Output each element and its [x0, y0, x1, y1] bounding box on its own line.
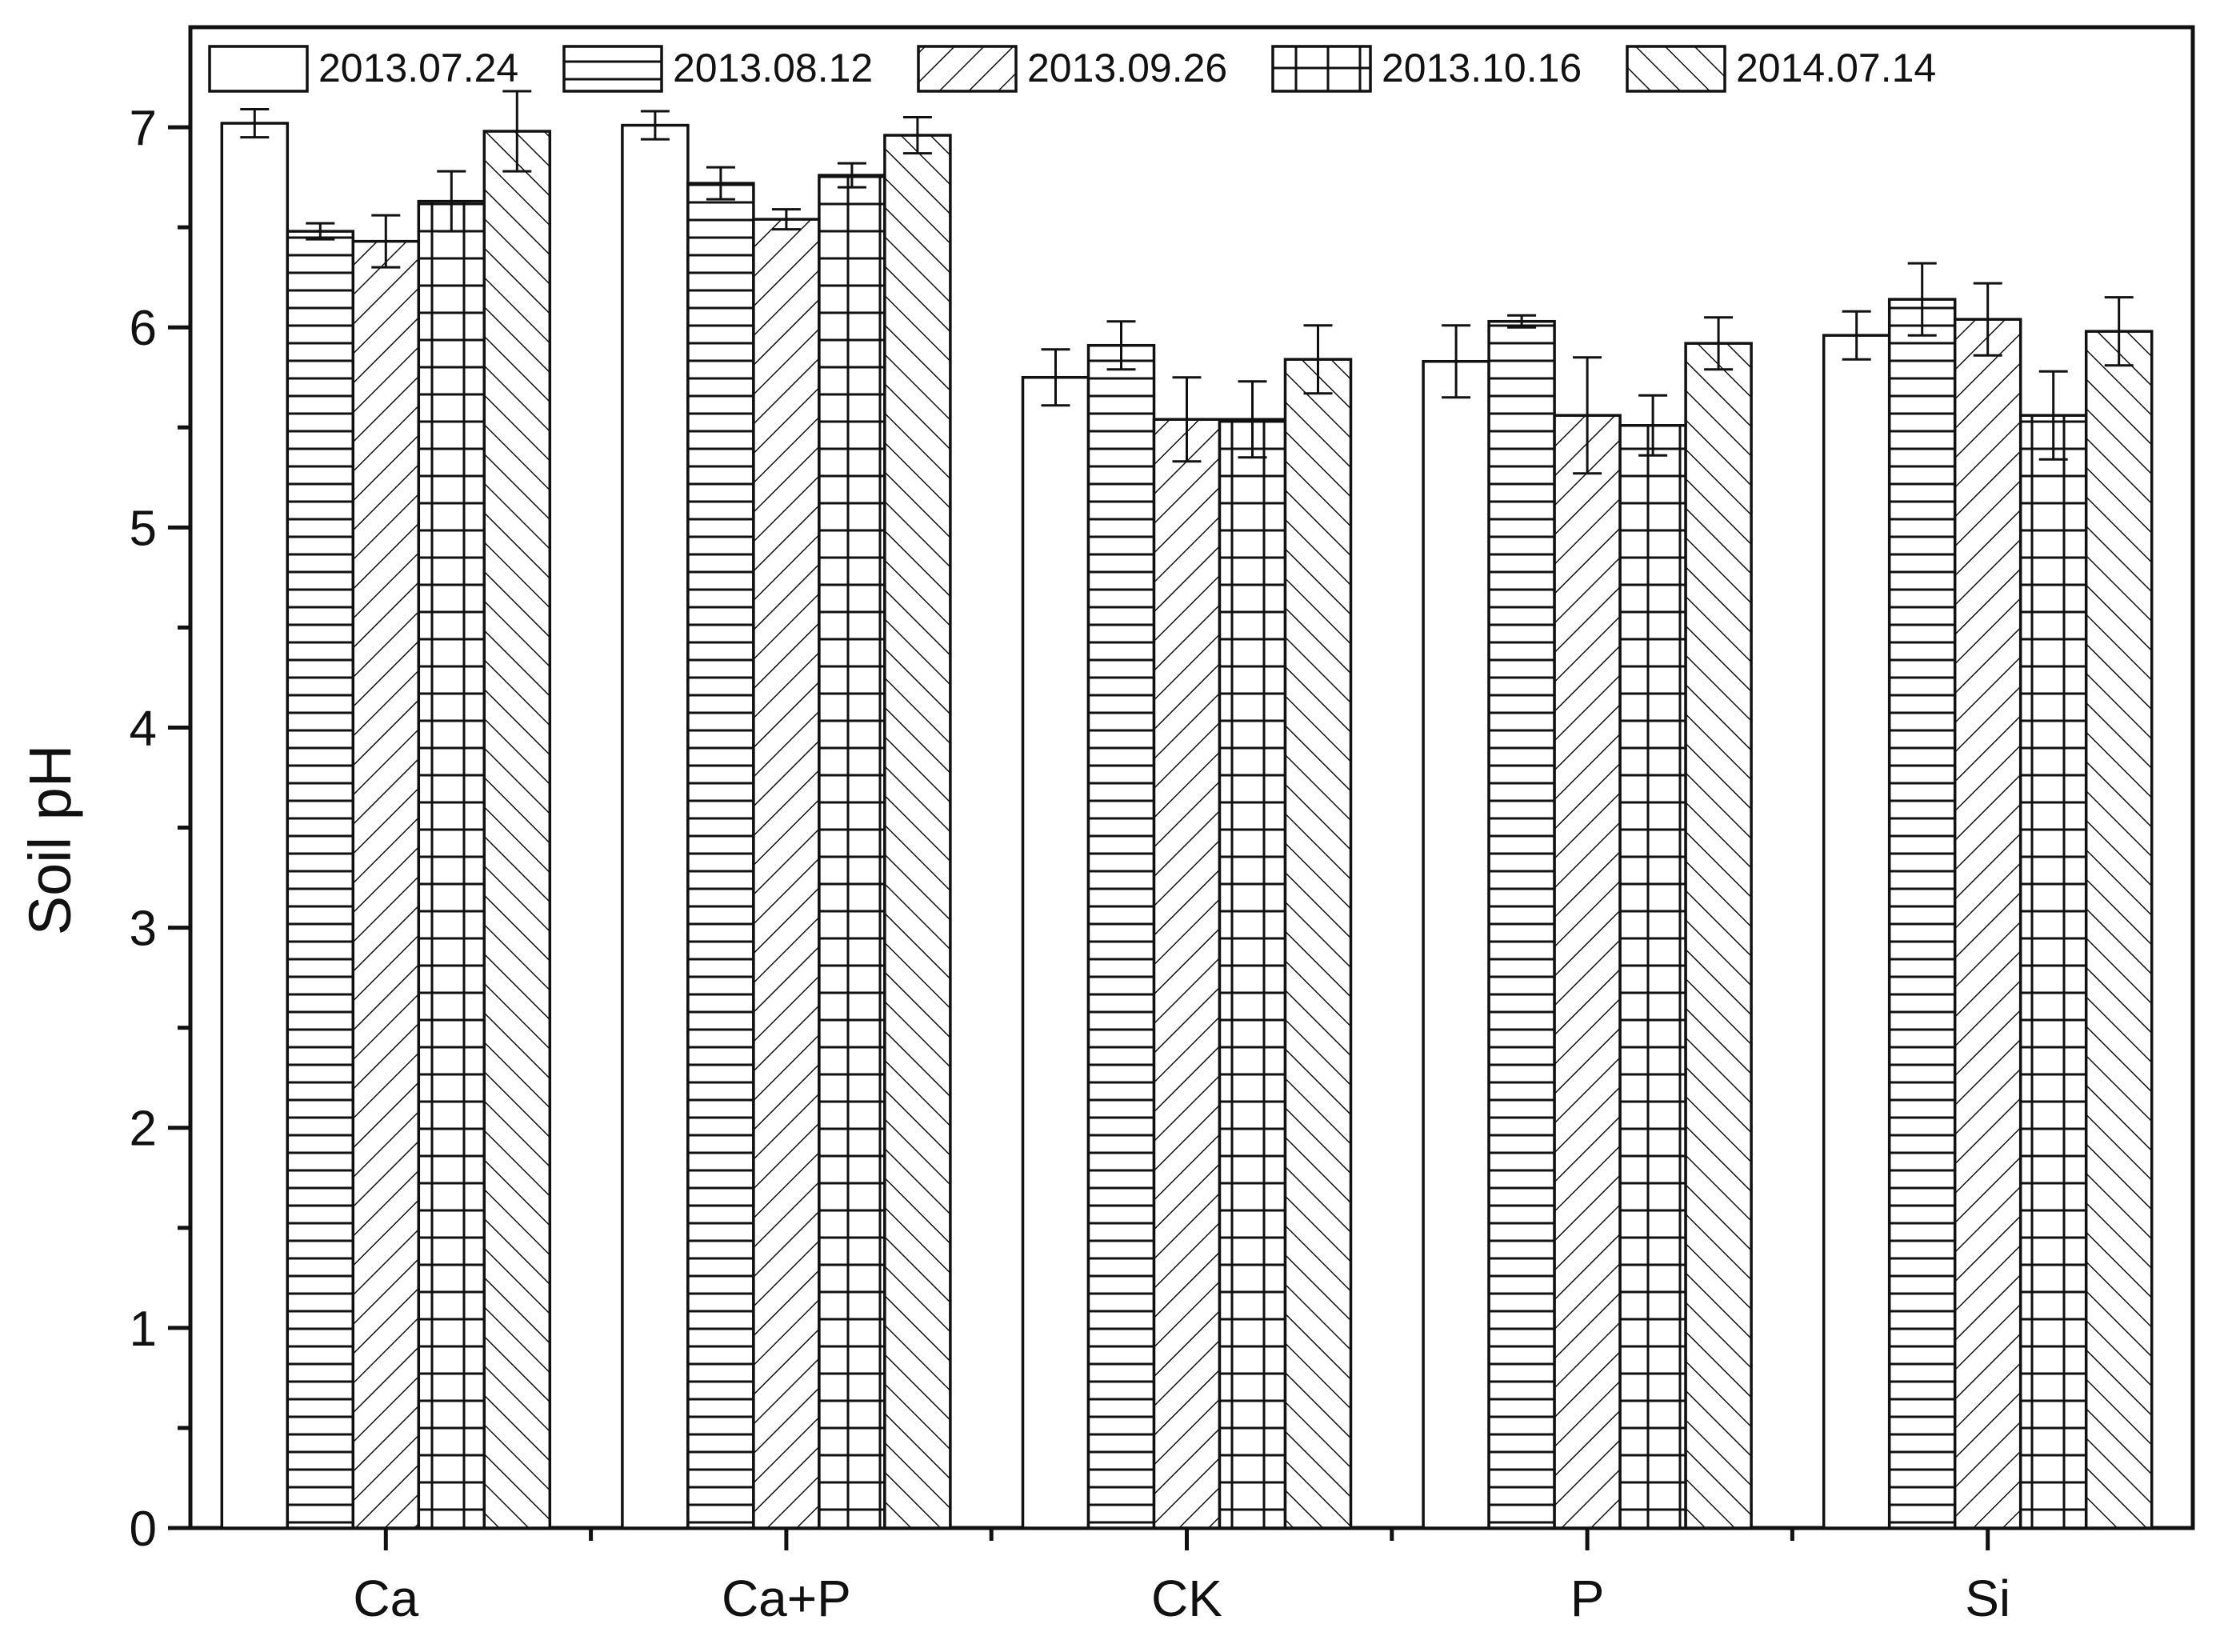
bar [883, 134, 952, 1530]
legend-swatch [562, 45, 663, 93]
legend: 2013.07.24 2013.08.12 2013.09.26 2013.10.16… [208, 45, 1936, 93]
bar [1218, 418, 1287, 1530]
y-tick-label: 7 [130, 101, 157, 156]
bar [417, 199, 486, 1530]
legend-label: 2013.08.12 [673, 46, 873, 90]
legend-label: 2013.07.24 [318, 46, 518, 90]
bar [220, 122, 290, 1530]
x-category-label: P [1570, 1570, 1605, 1627]
bar [1086, 343, 1156, 1530]
bar [1422, 359, 1490, 1530]
legend-swatch [1626, 45, 1726, 93]
x-axis: Ca Ca+P CK P Si [353, 1528, 2010, 1627]
bar [1283, 358, 1353, 1530]
y-tick-label: 0 [130, 1502, 157, 1557]
y-tick-label: 3 [130, 902, 157, 957]
legend-swatch [1271, 45, 1372, 93]
bar [1953, 318, 2022, 1530]
bar [1887, 298, 1957, 1530]
x-category-label: Si [1965, 1570, 2010, 1627]
y-tick-label: 5 [130, 501, 157, 556]
legend-label: 2014.07.14 [1736, 46, 1936, 90]
bar-series-group [220, 122, 2154, 1530]
bar [482, 130, 552, 1530]
bar [1021, 375, 1090, 1530]
bar [286, 230, 355, 1530]
y-tick-label: 2 [130, 1102, 157, 1157]
x-category-label: CK [1151, 1570, 1222, 1627]
bar [2084, 330, 2154, 1530]
y-tick-label: 6 [130, 301, 157, 356]
legend-swatch [917, 45, 1018, 93]
legend-label: 2013.09.26 [1027, 46, 1227, 90]
bar [1822, 334, 1891, 1530]
error-bar-group [240, 90, 2134, 475]
legend-swatch [208, 45, 309, 93]
bar [1487, 319, 1556, 1530]
bar [818, 174, 886, 1530]
x-category-label: Ca+P [722, 1570, 851, 1627]
bar [686, 182, 755, 1530]
bar [1553, 414, 1622, 1530]
bar [1684, 342, 1753, 1530]
bar [752, 218, 821, 1530]
bar [1618, 424, 1687, 1530]
y-axis-title: Soil pH [17, 745, 83, 936]
legend-label: 2013.10.16 [1382, 46, 1582, 90]
y-tick-label: 1 [130, 1302, 157, 1357]
y-axis: 0 1 2 3 4 5 6 7 [130, 101, 190, 1557]
y-tick-label: 4 [130, 701, 157, 756]
bar [621, 123, 690, 1530]
bar [1152, 418, 1222, 1530]
bar [351, 239, 421, 1530]
x-category-label: Ca [353, 1570, 418, 1627]
bar [2018, 414, 2088, 1530]
